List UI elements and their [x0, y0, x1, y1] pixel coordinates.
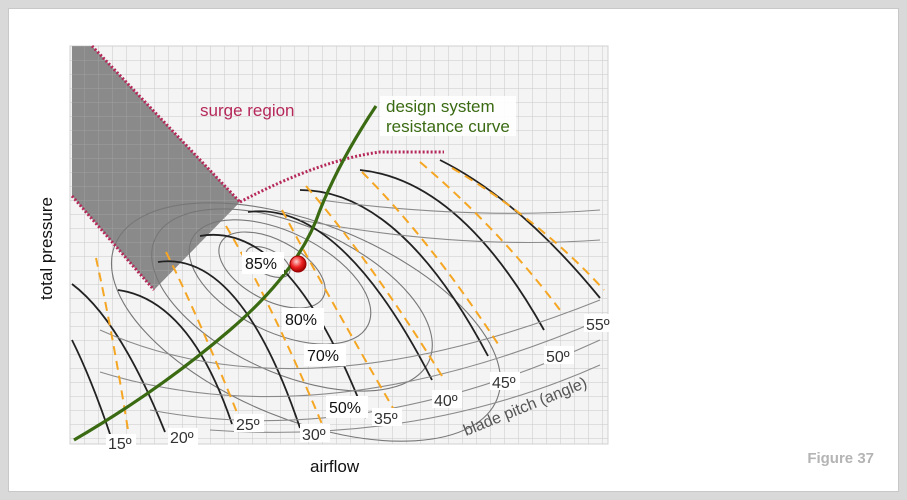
- x-axis-label: airflow: [310, 457, 360, 476]
- system-curves: [99, 199, 601, 433]
- surge-region-label: surge region: [200, 101, 295, 120]
- design-system-curve: [73, 105, 378, 442]
- pitch-label-15: 15º: [108, 436, 132, 453]
- efficiency-label-50: 50%: [329, 400, 361, 417]
- surge-line: [70, 44, 444, 291]
- blade-pitch-curves: [71, 159, 601, 441]
- pitch-label-40: 40º: [434, 393, 458, 410]
- efficiency-label-80: 80%: [285, 312, 317, 329]
- efficiency-label-70: 70%: [307, 348, 339, 365]
- pitch-label-35: 35º: [374, 411, 398, 428]
- system-curve-label-line2: resistance curve: [386, 117, 510, 136]
- pitch-label-50: 50º: [546, 349, 570, 366]
- pitch-label-30: 30º: [302, 427, 326, 444]
- pitch-label-45: 45º: [492, 375, 516, 392]
- efficiency-label-85: 85%: [245, 256, 277, 273]
- pitch-label-25: 25º: [236, 417, 260, 434]
- y-axis-label: total pressure: [37, 197, 56, 300]
- dashed-isolines: [95, 161, 605, 431]
- pitch-label-55: 55º: [586, 317, 610, 334]
- pitch-label-20: 20º: [170, 430, 194, 447]
- figure-label: Figure 37: [807, 450, 874, 467]
- surge-region: [72, 46, 240, 290]
- operating-point: [289, 255, 307, 273]
- system-curve-label-line1: design system: [386, 97, 495, 116]
